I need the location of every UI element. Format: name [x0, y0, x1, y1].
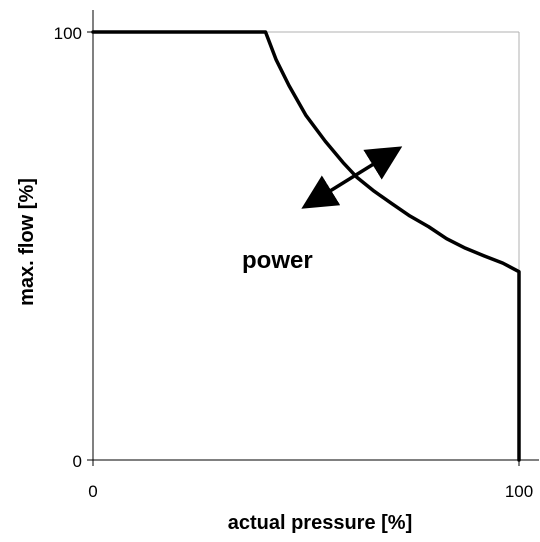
- y-tick-label-0: 0: [73, 452, 82, 471]
- flow-pressure-series-line: [91, 30, 521, 462]
- grid-layer: [93, 31, 520, 460]
- power-direction-arrow: [301, 146, 403, 209]
- series-layer: [91, 30, 521, 462]
- y-tick-label-100: 100: [54, 24, 82, 43]
- axis-layer: [87, 10, 539, 466]
- annotation-layer: [301, 146, 403, 209]
- x-tick-label-100: 100: [505, 482, 533, 501]
- y-axis-title: max. flow [%]: [16, 178, 38, 306]
- x-tick-label-0: 0: [88, 482, 97, 501]
- x-axis-title: actual pressure [%]: [228, 512, 413, 534]
- power-annotation-label: power: [242, 247, 313, 274]
